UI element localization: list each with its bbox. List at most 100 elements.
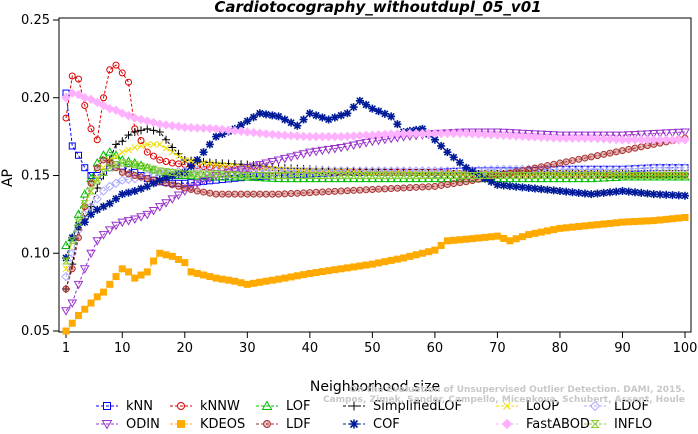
data-point [67,248,77,258]
data-point [193,187,201,195]
data-point [130,113,140,123]
data-point [130,127,139,136]
x-tick-label: 70 [489,341,506,356]
data-point [625,145,633,153]
data-point [118,190,127,199]
data-point [362,100,371,109]
data-point [380,109,389,118]
data-point [556,159,564,167]
data-point [306,189,314,197]
data-point [612,187,621,196]
data-point [456,236,464,244]
data-point [131,144,139,151]
data-point [61,307,71,316]
data-point [600,150,608,158]
data-point [537,185,546,194]
data-point [562,187,571,196]
data-point [442,128,453,139]
data-point [630,130,640,140]
data-point [148,206,159,216]
data-point [99,168,108,176]
x-tick-label: 60 [427,341,444,356]
data-point [62,114,70,122]
data-point [68,265,76,273]
data-point [187,185,195,193]
data-point [79,265,90,274]
data-point [98,186,109,196]
data-point [406,252,414,260]
data-point [211,166,221,176]
data-point [268,172,277,179]
legend-item-ldof: LDOF [584,399,649,414]
legend: kNN kNNW LOF SimplifiedLOF LoOP LDOF ODIN KDEOS… [96,399,652,432]
data-point [667,135,678,145]
data-point [455,172,465,179]
data-point [311,147,321,157]
data-point [318,268,326,276]
data-point [587,153,595,161]
data-point [568,172,577,179]
chart-title: Cardiotocography_withoutdupl_05_v01 [214,0,541,16]
data-point [100,156,108,164]
data-point [611,164,621,174]
data-point [174,169,183,177]
data-point [561,133,571,143]
legend-marker [103,402,111,410]
data-point [531,164,539,172]
data-point [655,163,665,173]
data-point [461,128,471,139]
data-point [343,172,352,179]
data-point [580,189,589,198]
data-point [281,190,289,198]
data-point [79,189,90,198]
data-point [648,172,659,181]
data-point [493,172,502,179]
data-point [425,248,433,256]
data-point [317,146,328,156]
data-point [511,172,521,179]
x-tick-label: 90 [614,341,631,356]
data-point [81,305,89,313]
legend-marker [177,402,185,410]
data-point [168,148,176,156]
data-point [218,190,226,198]
data-point [542,164,553,174]
data-point [80,218,89,227]
legend-marker [349,401,359,411]
data-point [567,133,578,143]
data-point [536,172,546,179]
data-point [286,172,296,179]
data-point [68,319,76,327]
data-point [393,120,402,129]
legend-label: INFLO [614,417,652,432]
data-point [162,173,171,182]
y-tick-label: 0.05 [21,324,50,339]
data-point [105,181,115,192]
data-point [249,172,258,179]
data-point [92,237,103,246]
data-point [125,78,133,86]
data-point [156,141,164,148]
data-point [93,176,102,184]
data-point [543,172,552,179]
data-point [624,135,634,145]
data-point [149,179,158,188]
data-point [168,252,176,260]
series-line [65,167,685,277]
data-point [293,121,302,130]
data-point [106,280,114,288]
data-point [436,128,446,139]
data-point [267,158,278,167]
data-point [287,166,295,174]
data-point [87,210,96,219]
data-point [356,186,364,194]
data-point [187,162,196,171]
legend-item-fastabod: FastABOD [496,417,590,432]
data-point [143,141,151,148]
data-point [561,164,571,174]
data-point [268,276,276,284]
data-point [656,216,664,224]
data-point [349,172,358,179]
data-point [431,246,439,254]
